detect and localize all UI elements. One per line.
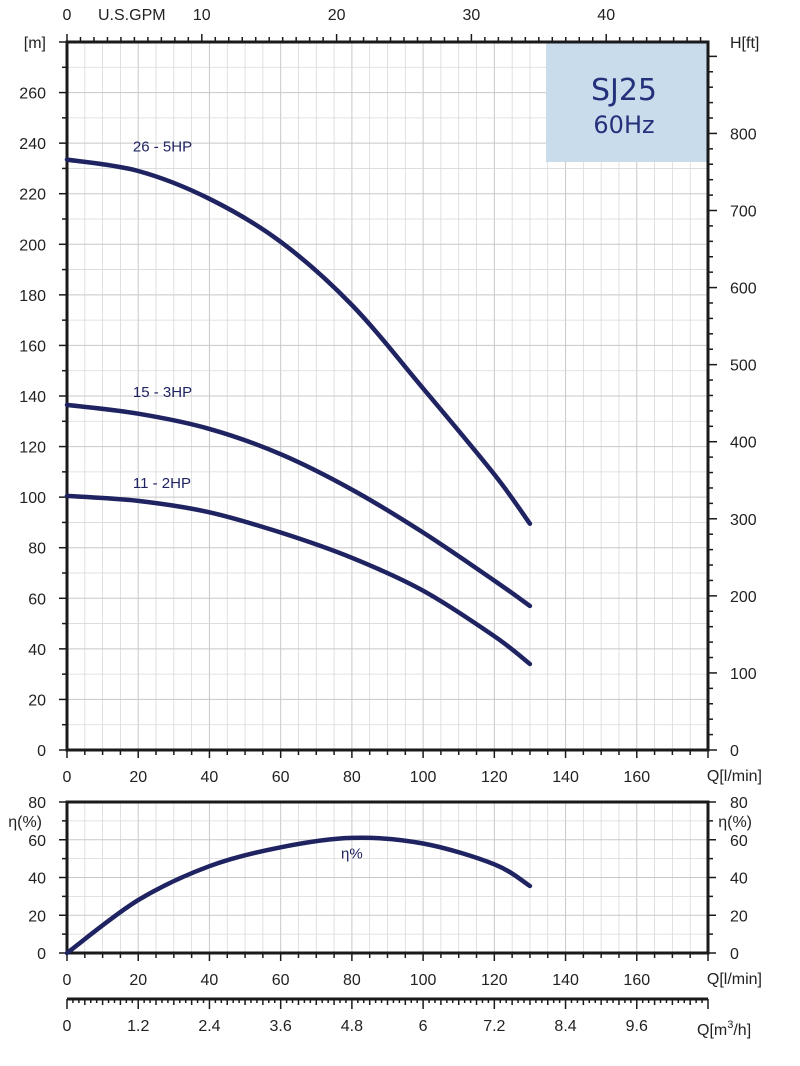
gpm-tick-label: 30 [463, 7, 481, 24]
efficiency-curve-label: η% [341, 846, 363, 863]
ft-tick-label: 700 [730, 204, 757, 221]
eff-x-tick-label: 40 [201, 972, 219, 989]
gpm-tick-label: 40 [597, 7, 615, 24]
eff-y-tick-label-right: 0 [730, 946, 739, 963]
x-tick-label: 140 [552, 769, 579, 786]
y-tick-label: 220 [19, 187, 46, 204]
eff-x-tick-label: 60 [272, 972, 290, 989]
eff-y-tick-label-right: 60 [730, 833, 748, 850]
x-tick-label: 120 [481, 769, 508, 786]
eff-x-tick-label: 0 [63, 972, 72, 989]
y-tick-label: 60 [28, 591, 46, 608]
efficiency-grid [66, 801, 709, 954]
top-axis-title: U.S.GPM [98, 7, 166, 24]
eff-y-tick-label: 80 [28, 795, 46, 812]
eff-x-tick-label: 20 [129, 972, 147, 989]
eff-y-tick-label: 40 [28, 871, 46, 888]
eff-y-tick-label-right: 80 [730, 795, 748, 812]
curve-label: 15 - 3HP [133, 384, 192, 401]
m3h-tick-label: 6 [419, 1018, 428, 1035]
y-tick-label: 240 [19, 136, 46, 153]
x-tick-label: 40 [201, 769, 219, 786]
eff-x-axis-title: Q[l/min] [707, 971, 762, 988]
y-tick-label: 200 [19, 237, 46, 254]
m3h-tick-label: 7.2 [483, 1018, 505, 1035]
ft-tick-label: 600 [730, 281, 757, 298]
head-curve [64, 402, 533, 609]
left-axis-title: [m] [24, 35, 46, 52]
x-tick-label: 100 [410, 769, 437, 786]
head-curve [64, 493, 533, 667]
y-tick-label: 80 [28, 541, 46, 558]
x-tick-label: 20 [129, 769, 147, 786]
eff-y-tick-label-right: 20 [730, 908, 748, 925]
eff-x-tick-label: 80 [343, 972, 361, 989]
head-curves: 26 - 5HP 15 - 3HP 11 - 2HP [64, 139, 533, 667]
gpm-tick-label: 0 [63, 7, 72, 24]
y-tick-label: 160 [19, 338, 46, 355]
y-tick-label: 100 [19, 490, 46, 507]
m3h-tick-label: 8.4 [554, 1018, 576, 1035]
head-x-axis-title: Q[l/min] [707, 768, 762, 785]
m3h-axis: 0 1.2 2.4 3.6 4.8 6 7.2 8.4 9.6 [63, 997, 709, 1035]
y-tick-label: 20 [28, 692, 46, 709]
eff-y-tick-label-right: 40 [730, 871, 748, 888]
chart-title: SJ25 [591, 73, 657, 108]
m3h-tick-label: 9.6 [626, 1018, 648, 1035]
y-tick-label: 120 [19, 440, 46, 457]
eff-y-tick-label: 20 [28, 908, 46, 925]
chart-subtitle: 60Hz [593, 111, 654, 139]
eff-right-axis-title: η(%) [718, 814, 752, 831]
y-tick-label: 180 [19, 288, 46, 305]
m3h-tick-label: 4.8 [341, 1018, 363, 1035]
eff-y-tick-label: 60 [28, 833, 46, 850]
gpm-tick-label: 20 [328, 7, 346, 24]
ft-tick-label: 400 [730, 435, 757, 452]
efficiency-curves: η% [64, 835, 533, 956]
head-axes: 0 20 40 60 80 100 120 140 1600204060801001201401… [19, 7, 757, 786]
eff-x-tick-label: 120 [481, 972, 508, 989]
title-badge [546, 42, 708, 162]
m3h-tick-label: 0 [63, 1018, 72, 1035]
x-tick-label: 160 [623, 769, 650, 786]
curve-label: 26 - 5HP [133, 139, 192, 156]
y-tick-label: 40 [28, 642, 46, 659]
x-tick-label: 80 [343, 769, 361, 786]
x-tick-label: 60 [272, 769, 290, 786]
ft-tick-label: 200 [730, 589, 757, 606]
ft-tick-label: 500 [730, 358, 757, 375]
m3h-tick-label: 3.6 [270, 1018, 292, 1035]
eff-x-tick-label: 100 [410, 972, 437, 989]
m3h-axis-title: Q[m3/h] [697, 1019, 751, 1039]
head-curve [64, 157, 533, 526]
m3h-tick-label: 2.4 [198, 1018, 220, 1035]
y-tick-label: 140 [19, 389, 46, 406]
eff-y-tick-label: 0 [37, 946, 46, 963]
eff-left-axis-title: η(%) [8, 814, 42, 831]
ft-tick-label: 300 [730, 512, 757, 529]
eff-x-tick-label: 140 [552, 972, 579, 989]
gpm-tick-label: 10 [193, 7, 211, 24]
ft-tick-label: 0 [730, 743, 739, 760]
curve-label: 11 - 2HP [133, 475, 191, 492]
y-tick-label: 0 [37, 743, 46, 760]
y-tick-label: 260 [19, 86, 46, 103]
efficiency-curve [64, 835, 533, 956]
eff-x-tick-label: 160 [623, 972, 650, 989]
right-axis-title: H[ft] [730, 35, 759, 52]
ft-tick-label: 800 [730, 126, 757, 143]
x-tick-label: 0 [63, 769, 72, 786]
m3h-tick-label: 1.2 [127, 1018, 149, 1035]
ft-tick-label: 100 [730, 666, 757, 683]
